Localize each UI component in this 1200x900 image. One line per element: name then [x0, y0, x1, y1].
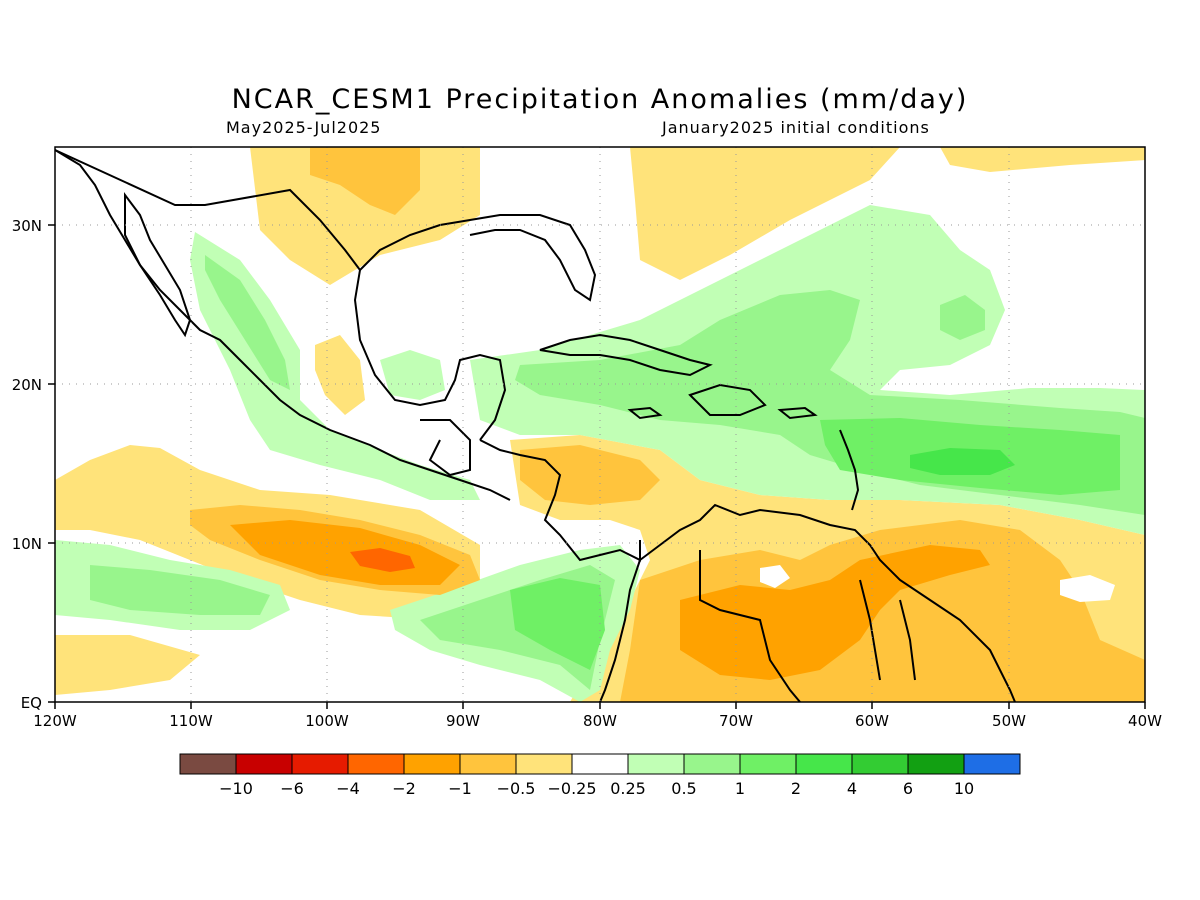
lat-label: 20N	[12, 376, 42, 394]
lon-labels: 120W 110W 100W 90W 80W 70W 60W 50W 40W	[33, 712, 1162, 730]
colorbar-swatch	[739, 753, 797, 775]
colorbar: −10 −6 −4 −2 −1 −0.5 −0.25 0.25 0.5 1 2 4 6 10	[179, 753, 1021, 798]
lat-label: 10N	[12, 535, 42, 553]
colorbar-label: 0.25	[610, 779, 646, 798]
lon-label: 60W	[855, 712, 889, 730]
ticks	[48, 224, 1146, 709]
mexico-gulf-coast	[353, 269, 507, 441]
wet-anomaly-mexico-inner	[205, 255, 290, 390]
init-conditions: January2025 initial conditions	[662, 118, 930, 137]
colorbar-label: −0.5	[497, 779, 536, 798]
lon-label: 120W	[33, 712, 77, 730]
puerto-rico	[777, 406, 818, 420]
us-border	[55, 149, 361, 271]
lat-labels: EQ 10N 20N 30N	[12, 217, 42, 712]
colorbar-label: −4	[336, 779, 360, 798]
colorbar-label: −1	[448, 779, 472, 798]
dry-anomaly-caribbean-mid	[520, 445, 660, 505]
wet-anomaly-mexico-coast	[190, 232, 480, 500]
lesser-antilles	[839, 429, 860, 511]
gridlines	[55, 147, 1145, 702]
lon-label: 50W	[992, 712, 1026, 730]
colorbar-swatch	[571, 753, 629, 775]
colorbar-label: 1	[735, 779, 745, 798]
dry-anomaly-texas	[310, 147, 420, 215]
colorbar-label: −6	[280, 779, 304, 798]
valid-period: May2025-Jul2025	[226, 118, 382, 137]
wet-anomaly-pacific-core	[510, 578, 605, 670]
colorbar-swatch	[235, 753, 293, 775]
map-title: NCAR_CESM1 Precipitation Anomalies (mm/d…	[231, 84, 969, 115]
baja-peninsula	[124, 192, 192, 338]
colorbar-swatch	[907, 753, 965, 775]
south-america-coast	[639, 503, 1016, 702]
dry-anomaly-pacific-peak	[350, 548, 415, 572]
lon-label: 90W	[446, 712, 480, 730]
lon-label: 80W	[583, 712, 617, 730]
colorbar-swatch	[459, 753, 517, 775]
venezuela-border	[699, 550, 801, 702]
colorbar-swatch	[347, 753, 405, 775]
lat-label: 30N	[12, 217, 42, 235]
colorbar-swatch	[963, 753, 1021, 775]
colorbar-swatch	[795, 753, 853, 775]
neutral-spot-venezuela	[760, 565, 790, 588]
north-america-coast	[55, 149, 511, 501]
suriname-border	[899, 599, 916, 681]
colorbar-swatch	[515, 753, 573, 775]
colorbar-swatch	[291, 753, 349, 775]
dry-anomaly-gulf-north	[250, 147, 480, 285]
colorbar-label: 4	[847, 779, 857, 798]
guyana-border	[859, 579, 881, 681]
colorbar-label: −2	[392, 779, 416, 798]
central-america-coast	[479, 439, 641, 562]
lon-label: 110W	[169, 712, 213, 730]
neutral-spot-atlantic	[1060, 575, 1115, 602]
coastlines	[55, 149, 1016, 702]
wet-anomaly-atlantic-peak	[910, 448, 1015, 475]
colorbar-label: 0.5	[671, 779, 696, 798]
dry-anomaly-pacific-south	[55, 635, 200, 695]
lon-label: 40W	[1128, 712, 1162, 730]
colorbar-swatch	[851, 753, 909, 775]
dry-anomaly-bay-campeche	[315, 335, 365, 415]
sa-west-coast	[599, 559, 641, 702]
wet-anomaly-gulf-west	[380, 350, 445, 400]
colorbar-swatch	[627, 753, 685, 775]
lon-label: 100W	[305, 712, 349, 730]
colorbar-swatch	[403, 753, 461, 775]
dry-anomaly-atlantic-north	[630, 147, 900, 280]
dry-anomaly-far-ne	[940, 147, 1145, 172]
colorbar-label: −10	[219, 779, 253, 798]
lat-label: EQ	[21, 694, 42, 712]
gulf-coast	[359, 214, 597, 302]
colorbar-label: −0.25	[547, 779, 596, 798]
wet-anomaly-pacific-west-inner	[90, 565, 270, 615]
guatemala-border	[420, 419, 471, 477]
anomaly-field	[55, 147, 1145, 702]
dry-anomaly-venezuela-core	[680, 545, 990, 680]
cuba	[539, 333, 713, 377]
colorbar-swatch	[179, 753, 237, 775]
jamaica	[627, 406, 663, 420]
lon-label: 70W	[719, 712, 753, 730]
colorbar-label: 10	[954, 779, 974, 798]
wet-anomaly-east-atlantic-spot	[940, 295, 985, 340]
hispaniola	[688, 383, 767, 416]
colorbar-label: 2	[791, 779, 801, 798]
colorbar-swatch	[683, 753, 741, 775]
colorbar-label: 6	[903, 779, 913, 798]
